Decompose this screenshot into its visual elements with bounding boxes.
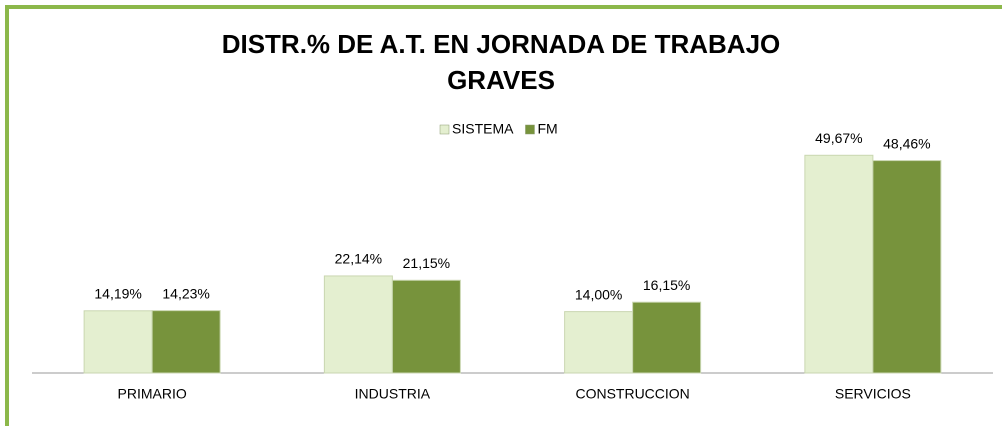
chart-frame [5,5,1002,426]
bar [564,311,634,374]
bar [83,310,153,374]
x-tick-label: SERVICIOS [835,386,911,402]
x-tick-label: INDUSTRIA [355,386,431,402]
legend-label: FM [537,121,557,137]
chart-title: DISTR.% DE A.T. EN JORNADA DE TRABAJO [222,29,781,59]
value-label: 49,67% [815,130,862,146]
bar [872,160,942,374]
chart-title: GRAVES [447,65,555,95]
value-label: 21,15% [403,255,450,271]
legend-swatch [525,124,535,135]
value-label: 14,00% [575,286,622,302]
value-label: 14,19% [94,286,141,302]
bar [391,279,461,374]
bar [323,275,393,374]
value-label: 22,14% [335,251,382,267]
x-tick-label: PRIMARIO [118,386,187,402]
value-label: 16,15% [643,277,690,293]
bar [804,154,874,374]
x-tick-label: CONSTRUCCION [575,386,689,402]
value-label: 48,46% [883,135,930,151]
legend-swatch [439,124,450,135]
bar [151,310,221,374]
bar [632,301,702,374]
legend-label: SISTEMA [452,121,514,137]
value-label: 14,23% [162,285,209,301]
